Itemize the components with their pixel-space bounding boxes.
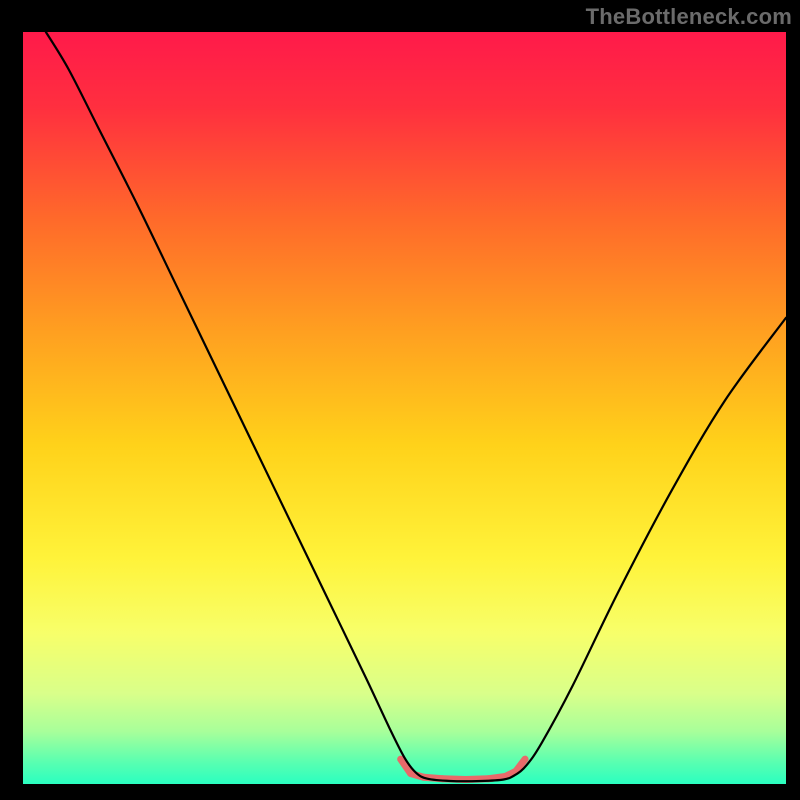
border-right xyxy=(786,0,800,800)
chart-container: TheBottleneck.com xyxy=(0,0,800,800)
watermark-text: TheBottleneck.com xyxy=(586,4,792,30)
bottleneck-curve-chart xyxy=(0,0,800,800)
border-left xyxy=(0,0,23,800)
plot-background xyxy=(23,32,786,784)
border-bottom xyxy=(0,784,800,800)
